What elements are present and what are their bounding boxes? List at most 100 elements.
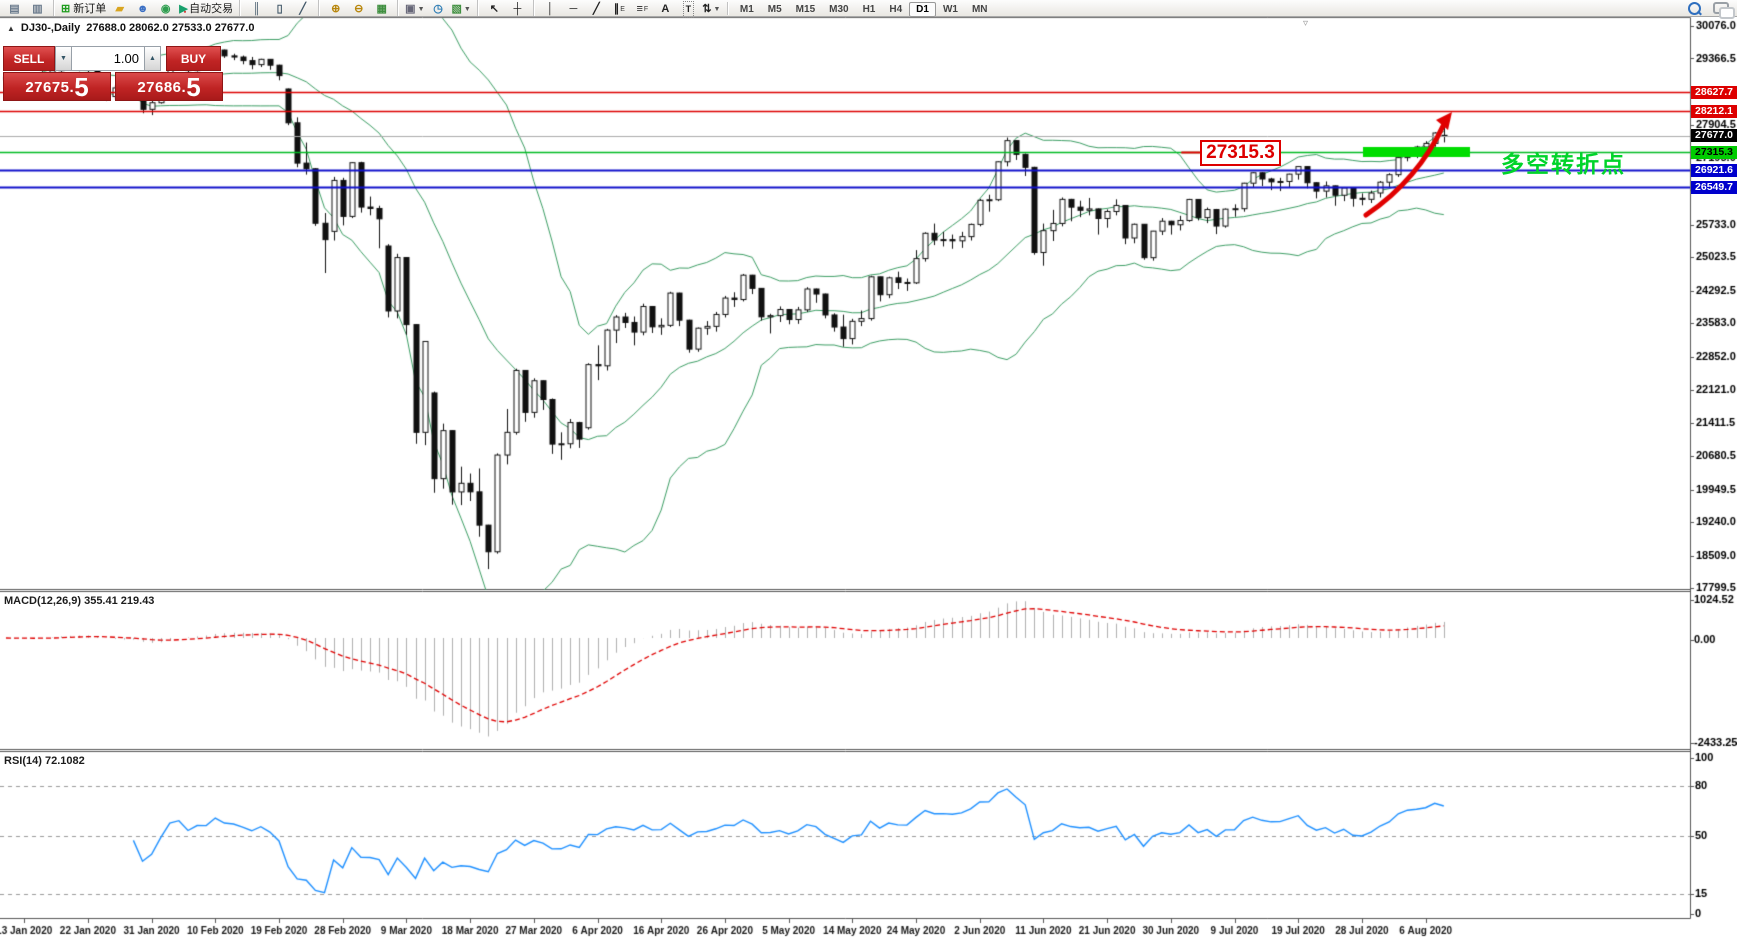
new-order-button[interactable]: ⊞ 新订单 xyxy=(59,2,108,17)
signals-icon[interactable]: ◉ xyxy=(154,2,177,17)
chart-shift-marker-icon[interactable]: ▿ xyxy=(1303,18,1309,29)
community-icon: ☻ xyxy=(136,3,149,15)
templates-icon[interactable]: ▧ ▼ xyxy=(450,2,473,17)
chat-icon[interactable] xyxy=(1713,2,1735,19)
volume-decrease-button[interactable]: ▼ xyxy=(55,46,72,71)
timeframe-m1-button[interactable]: M1 xyxy=(739,4,754,15)
sell-price-main: 27675 xyxy=(25,79,70,96)
buy-price-dot: . xyxy=(181,79,187,96)
metaeditor-icon: ▰ xyxy=(115,3,124,15)
timeframe-m5-button[interactable]: M5 xyxy=(767,4,782,15)
sell-price-dot: . xyxy=(69,79,75,96)
new-order-button-label: 新订单 xyxy=(73,3,107,15)
cursor-icon[interactable]: ↖ xyxy=(483,2,506,17)
toolbar-separator xyxy=(476,0,479,16)
buy-button[interactable]: BUY xyxy=(166,46,221,71)
horizontal-line-icon[interactable]: ─ xyxy=(562,2,585,17)
chart-title-row: ▲ DJ30-,Daily 27688.0 28062.0 27533.0 27… xyxy=(7,22,254,34)
toolbar-right xyxy=(1688,1,1735,19)
buy-price-main: 27686 xyxy=(137,79,182,96)
price-level-tag: 27677.0 xyxy=(1691,129,1737,143)
candlestick-chart-icon[interactable]: ▯ xyxy=(268,2,291,17)
rsi-pane-header: RSI(14) 72.1082 xyxy=(4,755,85,767)
timeframe-m15-button[interactable]: M15 xyxy=(795,4,816,15)
community-icon[interactable]: ☻ xyxy=(131,2,154,17)
cursor-icon: ↖ xyxy=(489,3,499,15)
turning-point-label[interactable]: 多空转折点 xyxy=(1501,151,1626,177)
zoom-out-icon: ⊖ xyxy=(354,3,364,15)
data-window-icon[interactable]: ▥ xyxy=(26,2,49,17)
candlestick-chart-icon: ▯ xyxy=(276,3,283,15)
search-icon[interactable] xyxy=(1688,1,1701,15)
market-watch-icon[interactable]: ▤ xyxy=(3,2,26,17)
tile-windows-icon: ▦ xyxy=(376,3,387,15)
price-level-tag: 28627.7 xyxy=(1691,85,1737,99)
arrows-icon[interactable]: ⇅ ▼ xyxy=(700,2,723,17)
toolbar-separator xyxy=(726,1,729,15)
horizontal-line-icon: ─ xyxy=(569,3,578,15)
autotrading-button[interactable]: ▶ ▪ 自动交易 xyxy=(177,2,235,17)
vertical-line-icon: │ xyxy=(546,3,554,15)
text-label-icon: T xyxy=(682,1,695,18)
zoom-in-icon: ⊕ xyxy=(331,3,341,15)
toolbar-separator xyxy=(397,0,400,16)
price-level-tag: 26549.7 xyxy=(1691,180,1737,194)
period-icon[interactable]: ◷ xyxy=(427,2,450,17)
volume-increase-button[interactable]: ▲ xyxy=(144,46,161,71)
fibonacci-icon-sub: F xyxy=(643,6,649,13)
bar-chart-icon[interactable]: ║ xyxy=(245,2,268,17)
templates-icon-dropdown[interactable]: ▼ xyxy=(463,6,471,13)
vertical-line-icon[interactable]: │ xyxy=(539,2,562,17)
macd-pane-header: MACD(12,26,9) 355.41 219.43 xyxy=(4,595,155,607)
toolbar-separator xyxy=(318,0,321,16)
crosshair-icon[interactable]: ┼ xyxy=(506,2,529,17)
fibonacci-icon: ≡ xyxy=(636,3,643,15)
arrows-icon-dropdown[interactable]: ▼ xyxy=(713,6,721,13)
line-chart-icon: ╱ xyxy=(299,3,306,15)
price-level-tag: 27315.3 xyxy=(1691,145,1737,159)
text-label-icon[interactable]: T xyxy=(677,1,700,18)
timeframe-h4-button[interactable]: H4 xyxy=(889,4,903,15)
volume-input[interactable] xyxy=(72,46,144,71)
buy-price-button[interactable]: 27686. 5 xyxy=(115,72,223,101)
toolbar-separator xyxy=(53,0,55,16)
timeframe-h1-button[interactable]: H1 xyxy=(862,4,876,15)
price-callout-box[interactable]: 27315.3 xyxy=(1200,140,1281,166)
toolbar-separator xyxy=(532,0,535,16)
chart-ohlc-values: 27688.0 28062.0 27533.0 27677.0 xyxy=(86,22,255,34)
zoom-in-icon[interactable]: ⊕ xyxy=(324,2,347,17)
templates-icon: ▧ xyxy=(451,3,462,15)
trendline-icon: ╱ xyxy=(593,3,600,15)
line-chart-icon[interactable]: ╱ xyxy=(291,2,314,17)
price-level-tag: 26921.6 xyxy=(1691,163,1737,177)
timeframe-d1-button[interactable]: D1 xyxy=(909,2,936,17)
text-icon[interactable]: A xyxy=(654,2,677,17)
profiles-icon[interactable]: ▣ ▼ xyxy=(403,2,426,17)
trendline-icon[interactable]: ╱ xyxy=(585,2,608,17)
period-icon: ◷ xyxy=(433,3,443,15)
timeframe-m30-button[interactable]: M30 xyxy=(829,4,849,15)
sell-price-button[interactable]: 27675. 5 xyxy=(3,72,111,101)
tile-windows-icon[interactable]: ▦ xyxy=(370,2,393,17)
channel-icon[interactable]: ∥ E xyxy=(608,2,631,17)
profiles-icon: ▣ xyxy=(405,3,416,15)
zoom-out-icon[interactable]: ⊖ xyxy=(347,2,370,17)
autotrading-button: ▶ xyxy=(179,3,188,15)
timeframe-mn-button[interactable]: MN xyxy=(971,4,988,15)
channel-icon-sub: E xyxy=(620,6,625,13)
text-icon: A xyxy=(661,3,670,15)
timeframe-w1-button[interactable]: W1 xyxy=(942,4,958,15)
sell-button[interactable]: SELL xyxy=(3,46,55,71)
arrows-icon: ⇅ xyxy=(702,3,712,15)
crosshair-icon: ┼ xyxy=(513,3,522,15)
profiles-icon-dropdown[interactable]: ▼ xyxy=(417,6,425,13)
panel-collapse-arrow[interactable]: ▲ xyxy=(7,23,15,33)
fibonacci-icon[interactable]: ≡ F xyxy=(631,2,654,17)
market-watch-icon: ▤ xyxy=(9,3,20,15)
price-level-tag: 28212.1 xyxy=(1691,104,1737,118)
metaeditor-icon[interactable]: ▰ xyxy=(108,2,131,17)
new-order-button: ⊞ xyxy=(61,3,71,15)
autotrading-button-status-dot: ▪ xyxy=(183,9,187,16)
